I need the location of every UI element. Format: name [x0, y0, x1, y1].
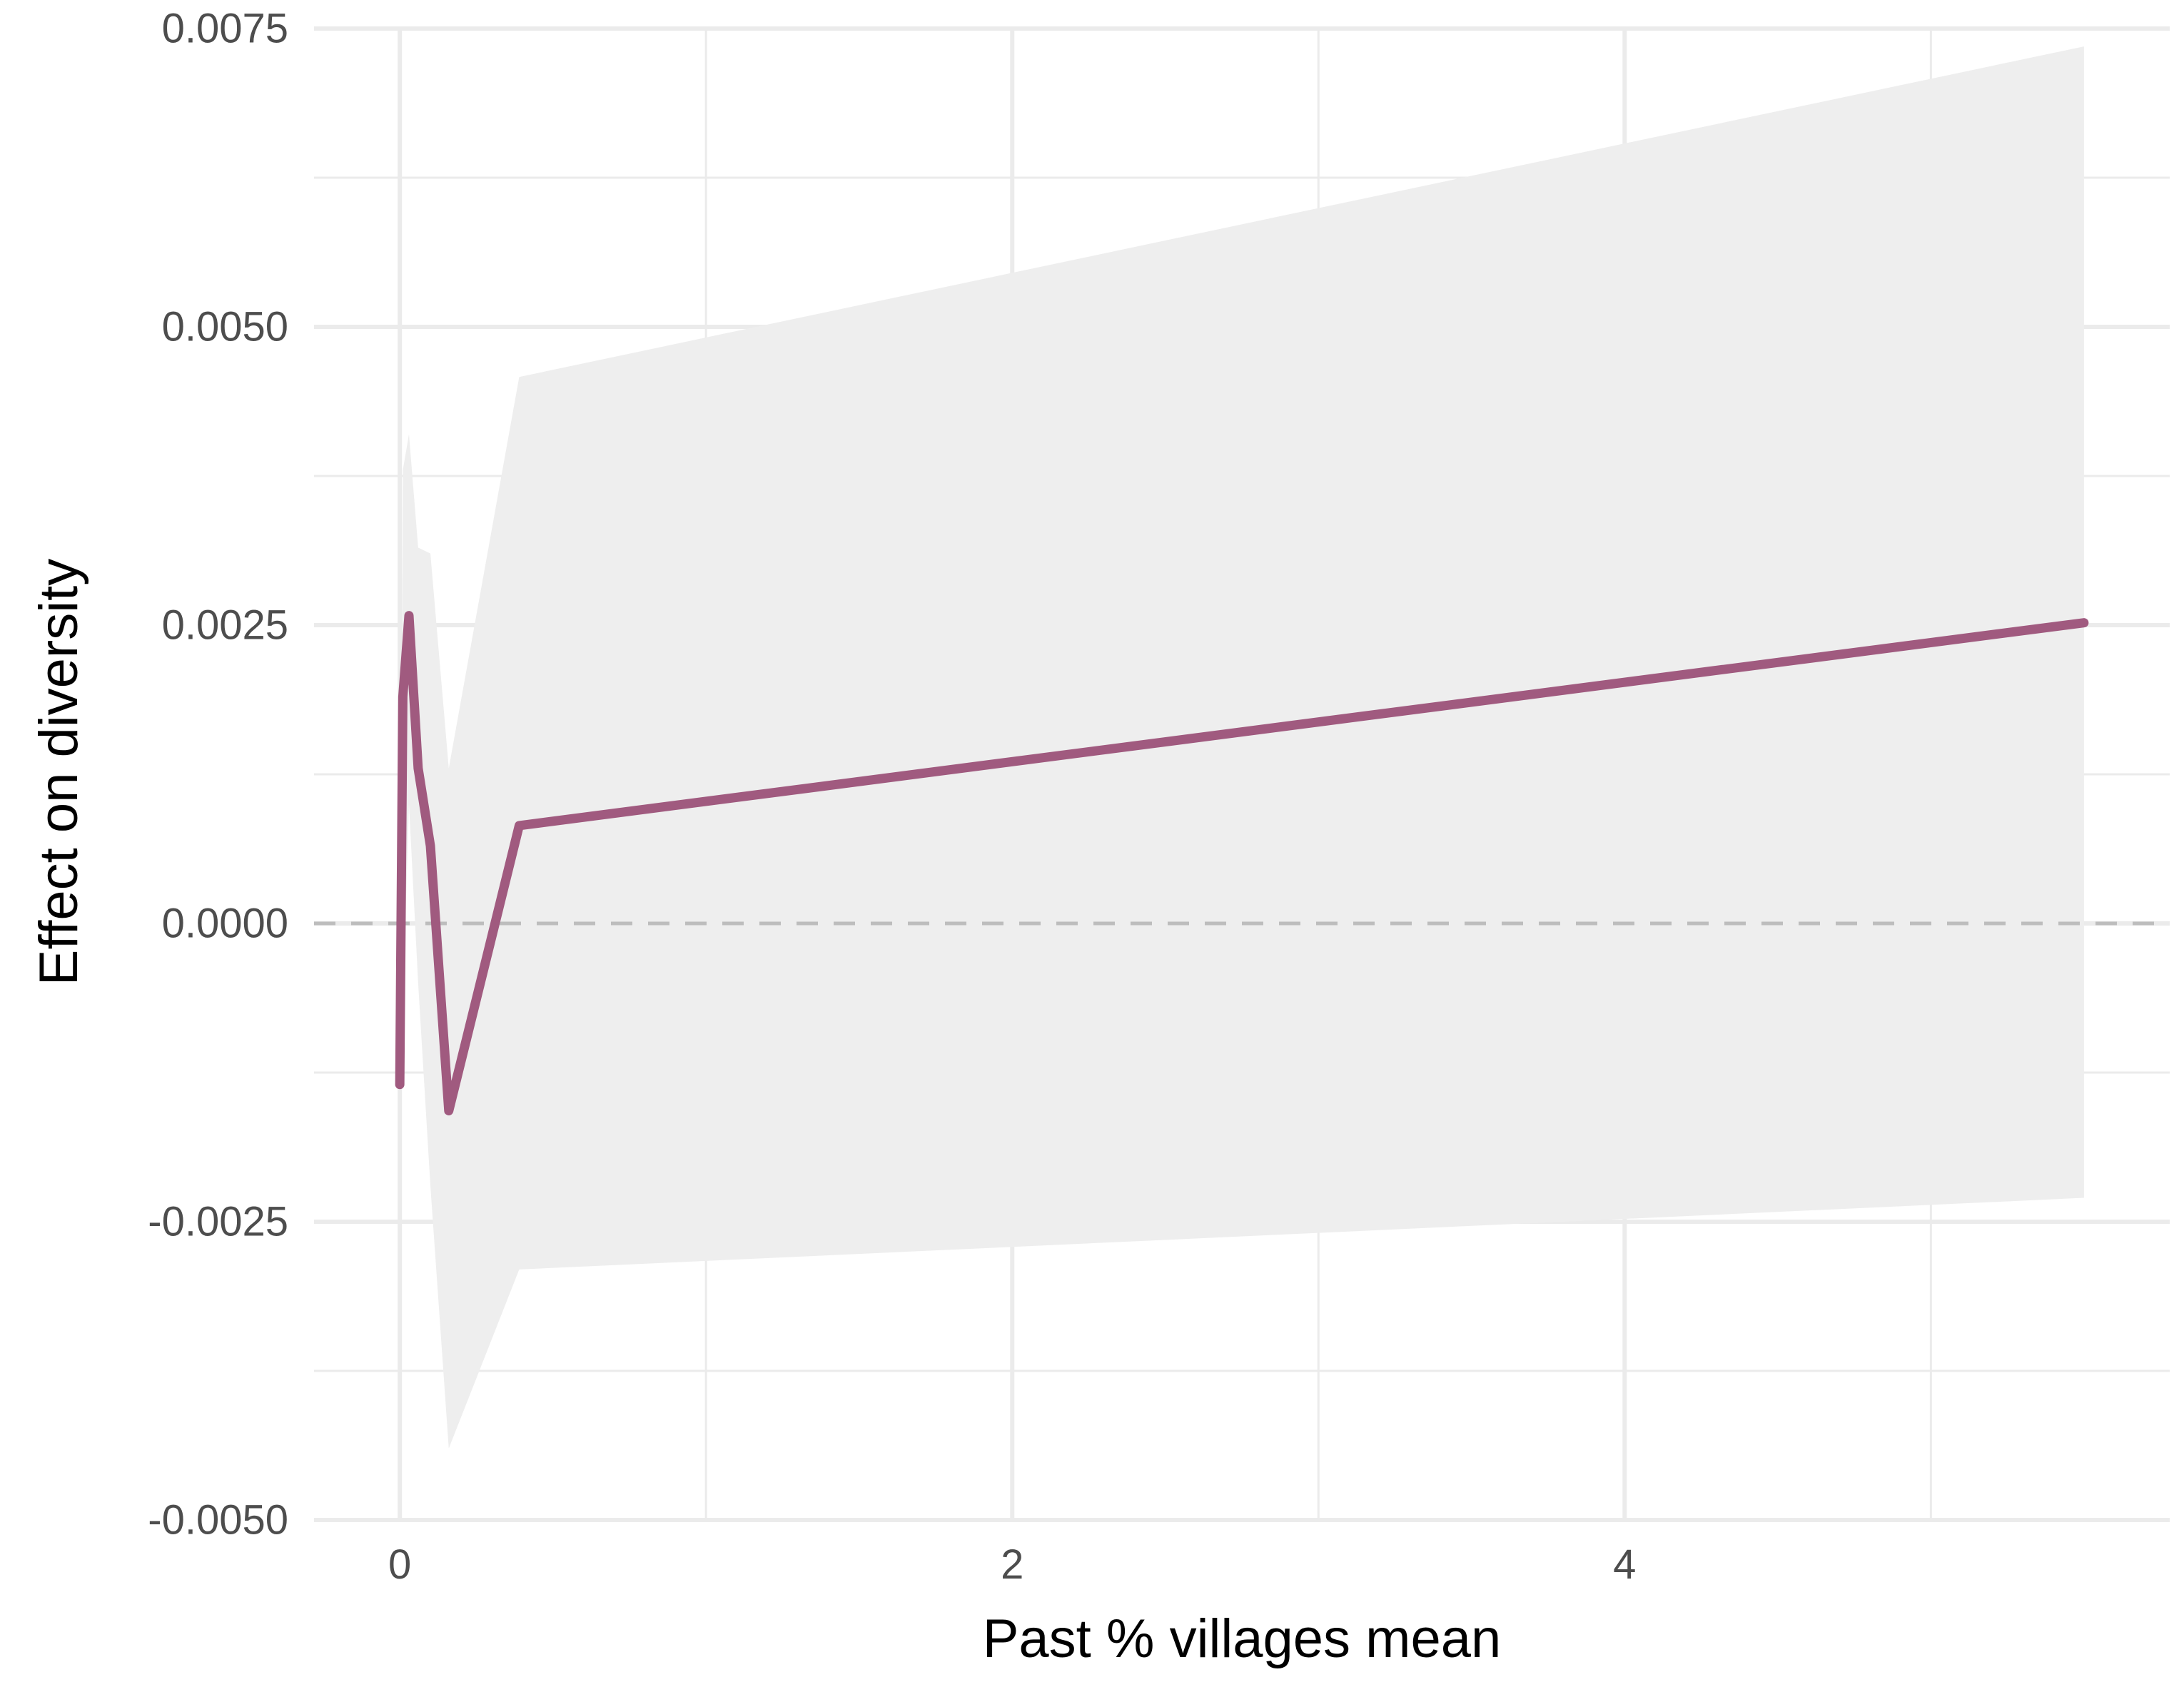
y-tick-label: 0.0000 [162, 901, 288, 947]
x-tick-label: 0 [388, 1541, 411, 1588]
x-tick-label: 4 [1613, 1541, 1636, 1588]
y-axis-title: Effect on diversity [29, 559, 89, 986]
x-tick-labels: 0 2 4 [388, 1541, 1636, 1588]
y-tick-label: -0.0025 [148, 1199, 288, 1245]
y-tick-label: 0.0025 [162, 602, 288, 649]
effect-line [395, 611, 2089, 1116]
confidence-band-layer [400, 46, 2084, 1449]
y-tick-label: 0.0075 [162, 6, 288, 52]
x-tick-label: 2 [1001, 1541, 1023, 1588]
x-axis-title: Past % villages mean [983, 1609, 1502, 1669]
y-tick-label: 0.0050 [162, 304, 288, 350]
y-tick-label: -0.0050 [148, 1497, 288, 1544]
y-tick-labels: -0.0050 -0.0025 0.0000 0.0025 0.0050 0.0075 [148, 6, 288, 1544]
series-line-layer [395, 611, 2089, 1116]
confidence-band [400, 46, 2084, 1449]
